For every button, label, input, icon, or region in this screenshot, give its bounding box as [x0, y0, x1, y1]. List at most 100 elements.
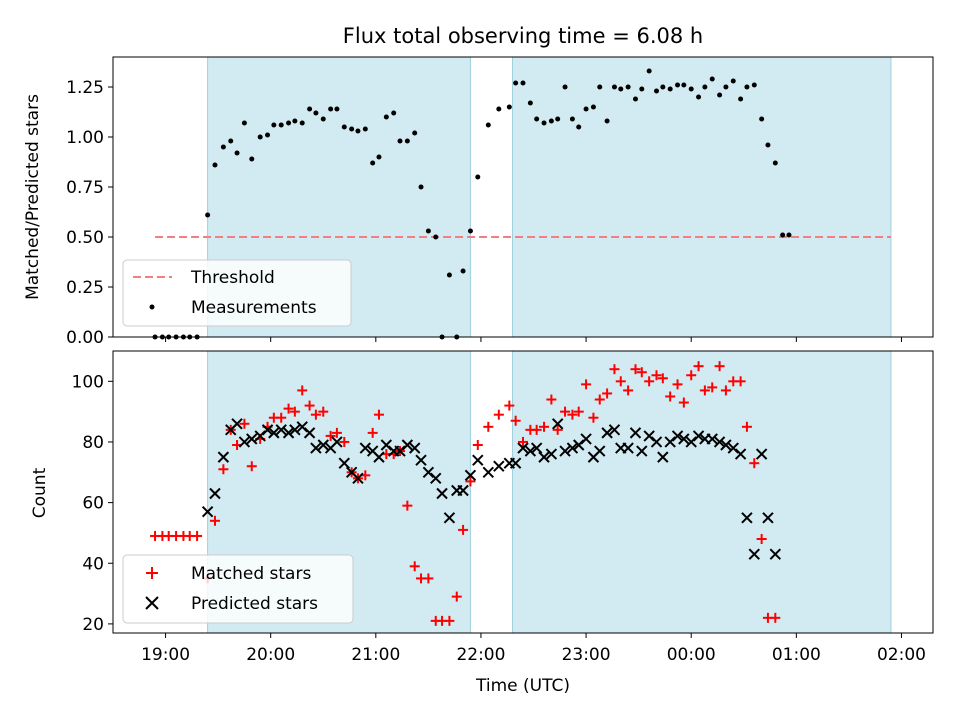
measurement-point [688, 86, 694, 92]
predicted-x-b [261, 424, 274, 436]
predicted-x-b [366, 445, 379, 457]
predicted-x-b [713, 436, 726, 448]
matched-star-point [493, 409, 504, 420]
predicted-star-point [303, 427, 316, 439]
top-y-tick-label: 0.00 [66, 328, 104, 348]
measurement-point [376, 154, 382, 160]
bottom-legend: Matched stars Predicted stars [122, 554, 354, 624]
measurement-point [234, 150, 240, 156]
predicted-star-point [608, 424, 621, 436]
predicted-star-point [464, 469, 477, 482]
predicted-x-b [443, 512, 456, 524]
measurement-point [548, 118, 554, 124]
predicted-star-point [436, 487, 448, 500]
predicted-x-b [720, 439, 732, 451]
top-measurement-points [152, 68, 792, 340]
top-y-ticks: 0.00 0.25 0.50 0.75 1.00 1.25 [66, 78, 113, 348]
matched-star-point [636, 367, 647, 378]
measurement-point [751, 82, 757, 88]
predicted-x-b [629, 427, 642, 439]
predicted-star-point [657, 451, 669, 463]
matched-star-point [699, 385, 710, 396]
predicted-x-b [380, 439, 393, 451]
predicted-star-point [289, 424, 301, 436]
predicted-star-point [359, 442, 372, 454]
measurement-point [618, 86, 624, 92]
predicted-star-point [551, 418, 564, 430]
matched-star-point [665, 391, 676, 402]
legend-predicted-label: Predicted stars [191, 594, 318, 614]
matched-stars-points [150, 361, 781, 626]
matched-star-point [573, 406, 584, 417]
predicted-x-b [275, 424, 287, 436]
measurement-point [702, 84, 708, 90]
measurement-point [738, 96, 744, 102]
predicted-x-b [545, 448, 558, 460]
matched-star-point [630, 364, 641, 375]
predicted-star-point [538, 451, 550, 463]
predicted-star-point [762, 512, 774, 524]
matched-star-point [644, 376, 655, 387]
predicted-x-b [517, 442, 529, 454]
predicted-star-point [678, 433, 690, 445]
predicted-star-point [401, 439, 414, 451]
measurement-point [307, 106, 313, 112]
predicted-star-point [545, 448, 558, 460]
predicted-star-point [524, 445, 537, 457]
bottom-y-tick-label: 80 [82, 433, 104, 453]
measurement-point [485, 122, 491, 128]
predicted-x-b [594, 445, 606, 457]
measurement-point [583, 106, 589, 112]
measurement-point [362, 126, 368, 132]
matched-star-point [552, 424, 563, 435]
predicted-star-point [706, 433, 718, 445]
predicted-star-point [482, 466, 495, 478]
predicted-x-b [755, 448, 768, 460]
predicted-star-point [594, 445, 606, 457]
measurement-point [278, 122, 284, 128]
matched-star-point [423, 573, 434, 584]
predicted-star-point [457, 484, 469, 497]
matched-star-point [735, 376, 746, 387]
predicted-x-b [472, 454, 484, 466]
predicted-x-b [310, 442, 322, 454]
matched-star-point [672, 379, 683, 390]
measurement-point [299, 120, 305, 126]
predicted-star-point [741, 512, 753, 524]
measurement-point [654, 88, 660, 94]
bottom-x-tick-label: 23:00 [562, 645, 611, 665]
predicted-star-point [601, 427, 613, 439]
predicted-star-point [246, 433, 258, 445]
measurement-point [370, 160, 376, 166]
bottom-x-tick-label: 21:00 [351, 645, 400, 665]
predicted-x-b [559, 445, 571, 457]
matched-star-point [192, 530, 203, 541]
matched-star-point [465, 476, 476, 487]
measurement-point [765, 142, 771, 148]
predicted-x-b [296, 421, 308, 433]
predicted-x-b [643, 430, 655, 442]
predicted-star-point [713, 436, 726, 448]
matched-star-point [218, 464, 229, 475]
predicted-x-b [551, 418, 564, 430]
matched-star-point [239, 418, 250, 429]
matched-star-point [609, 364, 620, 375]
predicted-x-b [331, 436, 343, 448]
bottom-legend-box [122, 554, 354, 624]
predicted-star-point [261, 424, 274, 436]
matched-star-point [546, 394, 557, 405]
predicted-x-b [436, 487, 448, 500]
measurement-point [759, 116, 765, 122]
predicted-x-b [289, 424, 301, 436]
predicted-star-point [748, 548, 760, 560]
predicted-star-point [201, 506, 214, 518]
predicted-x-b [769, 548, 782, 560]
predicted-x-b [671, 430, 684, 442]
predicted-star-point [517, 442, 529, 454]
predicted-x-b [238, 436, 251, 448]
matched-star-point [581, 379, 592, 390]
bottom-x-tick-label: 19:00 [141, 645, 190, 665]
top-panel: 0.00 0.25 0.50 0.75 1.00 1.25 Flux total obse… [23, 24, 934, 348]
predicted-x-b [345, 466, 358, 478]
predicted-star-point [769, 548, 782, 560]
